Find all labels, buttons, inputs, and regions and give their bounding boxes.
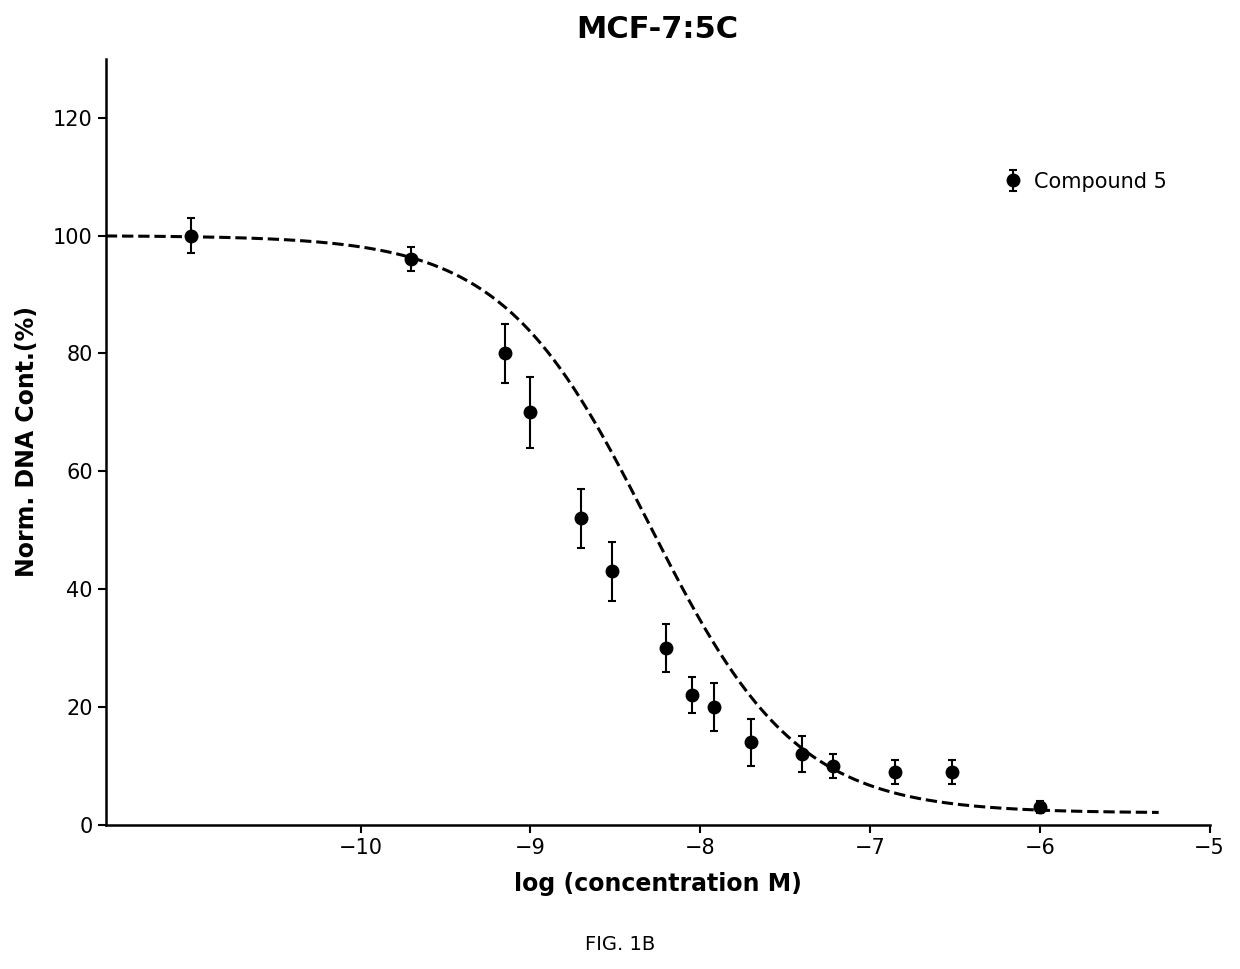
Text: FIG. 1B: FIG. 1B bbox=[585, 935, 655, 953]
Y-axis label: Norm. DNA Cont.(%): Norm. DNA Cont.(%) bbox=[15, 306, 38, 578]
X-axis label: log (concentration M): log (concentration M) bbox=[513, 872, 802, 896]
Title: MCF-7:5C: MCF-7:5C bbox=[577, 15, 739, 44]
Legend: Compound 5: Compound 5 bbox=[992, 161, 1177, 202]
